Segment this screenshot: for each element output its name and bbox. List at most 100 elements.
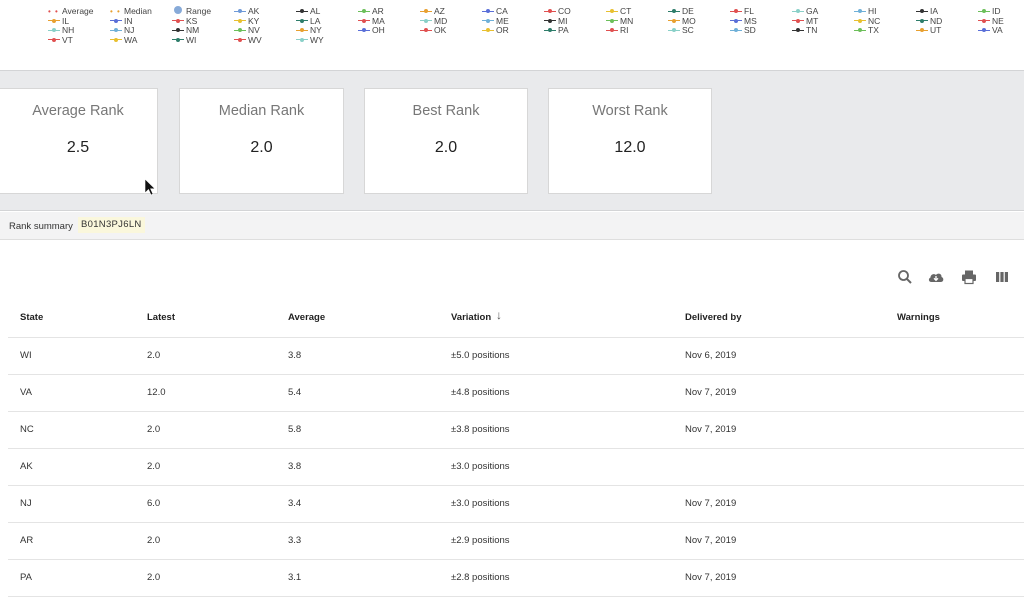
legend-item[interactable]: AR — [358, 6, 384, 16]
table-row[interactable]: NJ 6.0 3.4 ±3.0 positions Nov 7, 2019 — [8, 486, 1024, 523]
legend-line-marker-icon — [606, 27, 618, 33]
legend-item[interactable]: MS — [730, 16, 757, 26]
print-icon[interactable] — [960, 268, 978, 286]
legend-item[interactable]: Range — [174, 6, 211, 16]
cell-state: AR — [20, 535, 34, 546]
card-median-rank: Median Rank 2.0 — [179, 88, 344, 194]
legend-item[interactable]: FL — [730, 6, 754, 16]
legend-item-label: NJ — [124, 25, 135, 35]
legend-line-marker-icon — [730, 18, 742, 24]
legend-item[interactable]: TX — [854, 25, 879, 35]
legend-item[interactable]: CO — [544, 6, 571, 16]
columns-icon[interactable] — [993, 268, 1011, 286]
rank-table: State Latest Average Variation ↓ Deliver… — [8, 300, 1024, 597]
cloud-download-icon[interactable] — [927, 268, 945, 286]
legend-item[interactable]: MA — [358, 16, 385, 26]
card-title: Worst Rank — [592, 103, 668, 119]
legend-item[interactable]: CA — [482, 6, 508, 16]
sort-descending-icon[interactable]: ↓ — [496, 308, 502, 322]
legend-line-marker-icon — [606, 18, 618, 24]
legend-item[interactable]: UT — [916, 25, 941, 35]
legend-item[interactable]: LA — [296, 16, 320, 26]
header-variation[interactable]: Variation — [451, 312, 492, 323]
legend-line-marker-icon — [544, 8, 556, 14]
legend-item[interactable]: OK — [420, 25, 446, 35]
legend-item[interactable]: WI — [172, 35, 196, 45]
legend-item[interactable]: MI — [544, 16, 567, 26]
legend-item[interactable]: NY — [296, 25, 322, 35]
legend-line-marker-icon — [296, 18, 308, 24]
legend-item[interactable]: OH — [358, 25, 385, 35]
legend-item[interactable]: ND — [916, 16, 942, 26]
legend-item[interactable]: GA — [792, 6, 818, 16]
table-row[interactable]: AR 2.0 3.3 ±2.9 positions Nov 7, 2019 — [8, 523, 1024, 560]
legend-item[interactable]: ID — [978, 6, 1001, 16]
header-state[interactable]: State — [20, 312, 44, 323]
legend-item[interactable]: IN — [110, 15, 133, 26]
legend-line-marker-icon — [854, 27, 866, 33]
legend-item[interactable]: NJ — [110, 25, 135, 35]
legend-item[interactable]: VT — [48, 35, 73, 45]
search-icon[interactable] — [896, 268, 914, 286]
legend-line-marker-icon — [916, 8, 928, 14]
legend-item-label: MT — [806, 15, 819, 26]
legend-line-marker-icon — [172, 37, 184, 43]
card-title: Average Rank — [32, 103, 124, 119]
header-warnings[interactable]: Warnings — [897, 312, 940, 323]
legend-item[interactable]: IA — [916, 6, 938, 16]
legend-item[interactable]: IL — [48, 16, 69, 26]
card-best-rank: Best Rank 2.0 — [364, 88, 528, 194]
legend-item[interactable]: MT — [792, 15, 819, 26]
legend-item[interactable]: TN — [792, 25, 817, 35]
legend-item[interactable]: NE — [978, 16, 1004, 26]
legend-item[interactable]: WY — [296, 35, 324, 45]
legend-item[interactable]: NC — [854, 16, 880, 26]
legend-item[interactable]: MO — [668, 16, 696, 26]
legend-item[interactable]: HI — [854, 6, 877, 16]
legend-item[interactable]: DE — [668, 6, 694, 16]
legend-item[interactable]: KY — [234, 16, 259, 26]
legend-item[interactable]: • • Average — [48, 6, 94, 16]
table-row[interactable]: PA 2.0 3.1 ±2.8 positions Nov 7, 2019 — [8, 560, 1024, 597]
legend-item[interactable]: NV — [234, 25, 260, 35]
legend-item[interactable]: ME — [482, 16, 509, 26]
legend-item[interactable]: AK — [234, 6, 259, 16]
legend-line-marker-icon — [172, 27, 184, 33]
legend-item[interactable]: SC — [668, 25, 694, 35]
legend-item[interactable]: MN — [606, 16, 633, 26]
legend-item[interactable]: AZ — [420, 6, 445, 16]
legend-line-marker-icon — [792, 8, 804, 14]
legend-line-marker-icon — [916, 18, 928, 24]
legend-line-marker-icon — [978, 8, 990, 14]
legend-item[interactable]: VA — [978, 25, 1003, 35]
table-row[interactable]: WI 2.0 3.8 ±5.0 positions Nov 6, 2019 — [8, 338, 1024, 375]
header-latest[interactable]: Latest — [147, 312, 175, 323]
legend-item[interactable]: • • Median — [110, 6, 152, 16]
legend-item[interactable]: PA — [544, 25, 569, 35]
table-row[interactable]: NC 2.0 5.8 ±3.8 positions Nov 7, 2019 — [8, 412, 1024, 449]
legend-item[interactable]: KS — [172, 16, 197, 26]
cell-average: 3.4 — [288, 498, 302, 509]
cell-delivered: Nov 7, 2019 — [685, 572, 737, 583]
cell-average: 3.8 — [288, 350, 302, 361]
cell-variation: ±3.8 positions — [451, 424, 510, 435]
legend-item[interactable]: NH — [48, 25, 74, 35]
legend-item[interactable]: AL — [296, 6, 320, 16]
legend-item[interactable]: OR — [482, 25, 509, 35]
legend-item-label: IN — [124, 15, 133, 26]
legend-item[interactable]: MD — [420, 16, 447, 26]
legend-item[interactable]: SD — [730, 25, 756, 35]
legend-item[interactable]: WA — [110, 35, 137, 45]
legend-line-marker-icon — [668, 27, 680, 33]
legend-item[interactable]: CT — [606, 6, 631, 16]
header-average[interactable]: Average — [288, 312, 326, 323]
table-row[interactable]: VA 12.0 5.4 ±4.8 positions Nov 7, 2019 — [8, 375, 1024, 412]
header-delivered-by[interactable]: Delivered by — [685, 312, 742, 323]
legend-item[interactable]: WV — [234, 35, 262, 45]
legend-item[interactable]: RI — [606, 25, 629, 35]
card-value: 2.0 — [434, 139, 458, 156]
card-average-rank: Average Rank 2.5 — [0, 88, 158, 194]
legend-item[interactable]: NM — [172, 25, 199, 35]
legend-line-marker-icon — [296, 27, 308, 33]
table-row[interactable]: AK 2.0 3.8 ±3.0 positions — [8, 449, 1024, 486]
